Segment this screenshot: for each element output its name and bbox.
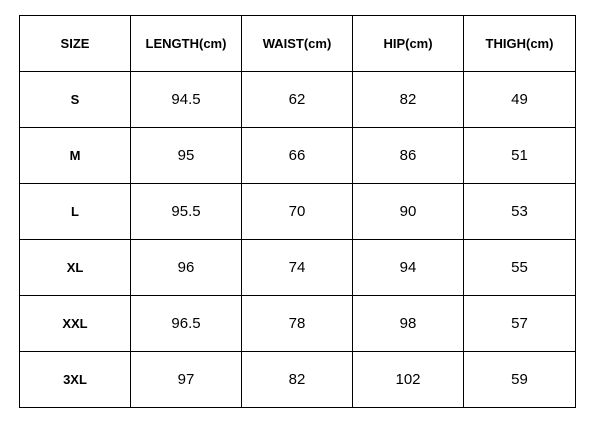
size-cell: XL xyxy=(19,239,131,296)
header-hip: HIP(cm) xyxy=(352,15,464,72)
waist-cell: 66 xyxy=(241,127,353,184)
table-row: 3XL 97 82 102 59 xyxy=(19,351,576,408)
thigh-cell: 59 xyxy=(463,351,576,408)
table-row: S 94.5 62 82 49 xyxy=(19,71,576,128)
waist-cell: 74 xyxy=(241,239,353,296)
length-cell: 97 xyxy=(130,351,242,408)
table-row: XXL 96.5 78 98 57 xyxy=(19,295,576,352)
header-length: LENGTH(cm) xyxy=(130,15,242,72)
hip-cell: 82 xyxy=(352,71,464,128)
header-size: SIZE xyxy=(19,15,131,72)
hip-cell: 94 xyxy=(352,239,464,296)
length-cell: 94.5 xyxy=(130,71,242,128)
size-cell: 3XL xyxy=(19,351,131,408)
hip-cell: 86 xyxy=(352,127,464,184)
thigh-cell: 55 xyxy=(463,239,576,296)
thigh-cell: 53 xyxy=(463,183,576,240)
size-cell: XXL xyxy=(19,295,131,352)
header-thigh: THIGH(cm) xyxy=(463,15,576,72)
size-cell: L xyxy=(19,183,131,240)
length-cell: 96 xyxy=(130,239,242,296)
length-cell: 96.5 xyxy=(130,295,242,352)
size-cell: M xyxy=(19,127,131,184)
header-waist: WAIST(cm) xyxy=(241,15,353,72)
length-cell: 95 xyxy=(130,127,242,184)
waist-cell: 82 xyxy=(241,351,353,408)
thigh-cell: 57 xyxy=(463,295,576,352)
hip-cell: 102 xyxy=(352,351,464,408)
length-cell: 95.5 xyxy=(130,183,242,240)
size-chart-table: SIZE LENGTH(cm) WAIST(cm) HIP(cm) THIGH(… xyxy=(19,15,576,408)
waist-cell: 70 xyxy=(241,183,353,240)
hip-cell: 98 xyxy=(352,295,464,352)
hip-cell: 90 xyxy=(352,183,464,240)
table-row: XL 96 74 94 55 xyxy=(19,239,576,296)
table-row: L 95.5 70 90 53 xyxy=(19,183,576,240)
waist-cell: 78 xyxy=(241,295,353,352)
thigh-cell: 49 xyxy=(463,71,576,128)
table-row: M 95 66 86 51 xyxy=(19,127,576,184)
size-cell: S xyxy=(19,71,131,128)
waist-cell: 62 xyxy=(241,71,353,128)
thigh-cell: 51 xyxy=(463,127,576,184)
header-row: SIZE LENGTH(cm) WAIST(cm) HIP(cm) THIGH(… xyxy=(19,15,576,72)
